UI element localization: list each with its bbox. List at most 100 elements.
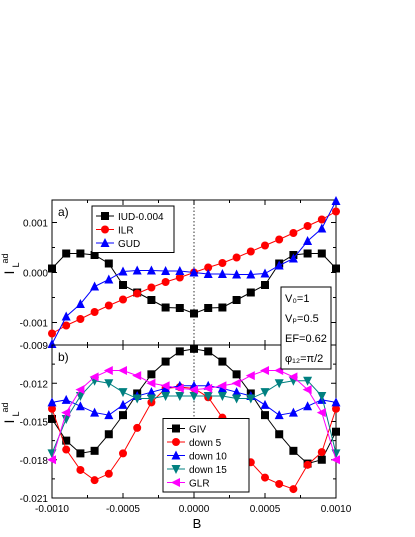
data-point-b-2: [90, 407, 100, 417]
y-axis-title-super: ad: [0, 253, 10, 263]
panel-a-legend: IUD-0.004 ILR GUD: [91, 205, 175, 253]
panel-b-y-tick-label: -0.015: [20, 418, 49, 429]
data-point-b-3: [75, 392, 85, 401]
data-point-b-1: [76, 465, 85, 474]
data-point-a-0: [90, 251, 99, 259]
data-point-b-1: [332, 404, 340, 413]
data-point-b-1: [104, 469, 113, 478]
data-point-a-2: [132, 265, 142, 275]
data-point-a-1: [232, 253, 241, 262]
data-point-b-0: [119, 411, 127, 420]
data-point-a-1: [332, 207, 340, 216]
panel-b-y-tick-label: -0.021: [20, 494, 49, 505]
data-point-b-2: [274, 410, 284, 420]
legend-marker: [172, 438, 180, 446]
parameter-box: V₀=1 Vₚ=0.5 EF=0.62 φ₁₂=π/2: [280, 286, 332, 370]
parameter-box-frame: [280, 286, 332, 370]
panel-a-y-tick-label: -0.001: [20, 319, 49, 330]
data-point-b-4: [103, 366, 113, 375]
data-point-a-2: [274, 260, 284, 270]
param-v0: V₀=1: [285, 293, 309, 305]
data-point-a-1: [261, 241, 269, 250]
data-point-a-0: [104, 259, 113, 268]
data-point-b-4: [118, 366, 127, 375]
data-point-a-2: [246, 269, 256, 279]
data-point-a-0: [246, 288, 255, 297]
y-axis-title-sub: L: [11, 262, 21, 267]
data-point-b-4: [47, 455, 56, 465]
data-point-b-4: [260, 366, 269, 375]
data-point-b-0: [204, 347, 213, 356]
data-point-a-1: [218, 259, 227, 267]
data-point-a-1: [104, 301, 113, 310]
data-point-b-0: [62, 436, 71, 445]
data-point-b-4: [75, 385, 85, 395]
data-point-b-4: [316, 408, 326, 418]
data-point-b-1: [48, 404, 56, 413]
data-point-b-0: [175, 347, 184, 356]
shared-x-axis: -0.0010 -0.0005 0.0000 0.0005 0.0010: [35, 504, 352, 515]
data-point-a-2: [203, 269, 213, 278]
legend-label: down 15: [189, 465, 227, 476]
data-point-a-1: [133, 289, 142, 298]
data-point-b-3: [104, 379, 114, 389]
data-point-b-3: [203, 392, 213, 401]
data-point-b-4: [160, 381, 170, 391]
data-point-b-0: [147, 370, 156, 379]
data-point-a-2: [90, 281, 100, 291]
data-point-b-3: [246, 394, 256, 404]
legend-marker: [100, 238, 110, 247]
data-point-b-2: [47, 397, 57, 407]
legend-label: GUD: [118, 239, 140, 250]
panel-b-legend: GIV down 5 down 10 down 15 GLR: [162, 418, 250, 493]
data-point-b-3: [217, 392, 227, 401]
data-point-a-2: [331, 196, 341, 205]
data-point-b-3: [61, 414, 71, 424]
data-point-b-0: [90, 446, 99, 455]
data-point-b-3: [189, 392, 199, 401]
data-point-b-2: [232, 387, 242, 397]
data-point-b-1: [303, 460, 312, 469]
data-point-b-4: [189, 385, 198, 395]
data-point-a-1: [204, 263, 213, 272]
data-point-a-0: [232, 296, 241, 304]
legend-marker: [172, 424, 180, 433]
data-point-b-4: [231, 378, 241, 388]
legend-marker: [101, 212, 109, 220]
data-point-b-3: [132, 394, 142, 404]
data-point-b-2: [118, 399, 128, 409]
y-axis-title-main: I: [1, 420, 17, 424]
data-point-b-0: [104, 430, 113, 439]
data-point-b-2: [104, 410, 114, 420]
data-point-a-0: [332, 264, 340, 273]
data-point-a-1: [90, 308, 99, 316]
data-point-a-1: [147, 283, 156, 292]
panel-b-y-tick-label: -0.018: [20, 456, 49, 467]
param-phi12: φ₁₂=π/2: [285, 353, 323, 365]
y-axis-title-main: I: [1, 271, 17, 275]
data-point-a-2: [104, 274, 114, 284]
data-point-b-3: [303, 376, 313, 386]
legend-marker: [171, 478, 180, 487]
data-point-a-1: [48, 329, 56, 338]
data-point-b-3: [161, 392, 171, 401]
legend-label: down 5: [189, 438, 222, 449]
data-point-a-2: [303, 236, 313, 245]
data-point-b-4: [61, 408, 71, 418]
param-vp: Vₚ=0.5: [285, 313, 319, 325]
data-point-a-2: [260, 268, 270, 278]
data-point-b-4: [89, 372, 99, 382]
legend-marker: [101, 225, 109, 234]
data-point-b-2: [331, 397, 341, 407]
data-point-b-0: [48, 414, 56, 423]
data-point-b-3: [175, 392, 185, 401]
data-point-a-0: [48, 264, 56, 273]
legend-marker: [171, 450, 181, 460]
legend-label: GIV: [189, 425, 207, 436]
data-point-a-1: [119, 295, 127, 304]
data-point-b-4: [174, 383, 184, 393]
data-point-b-3: [232, 394, 242, 404]
